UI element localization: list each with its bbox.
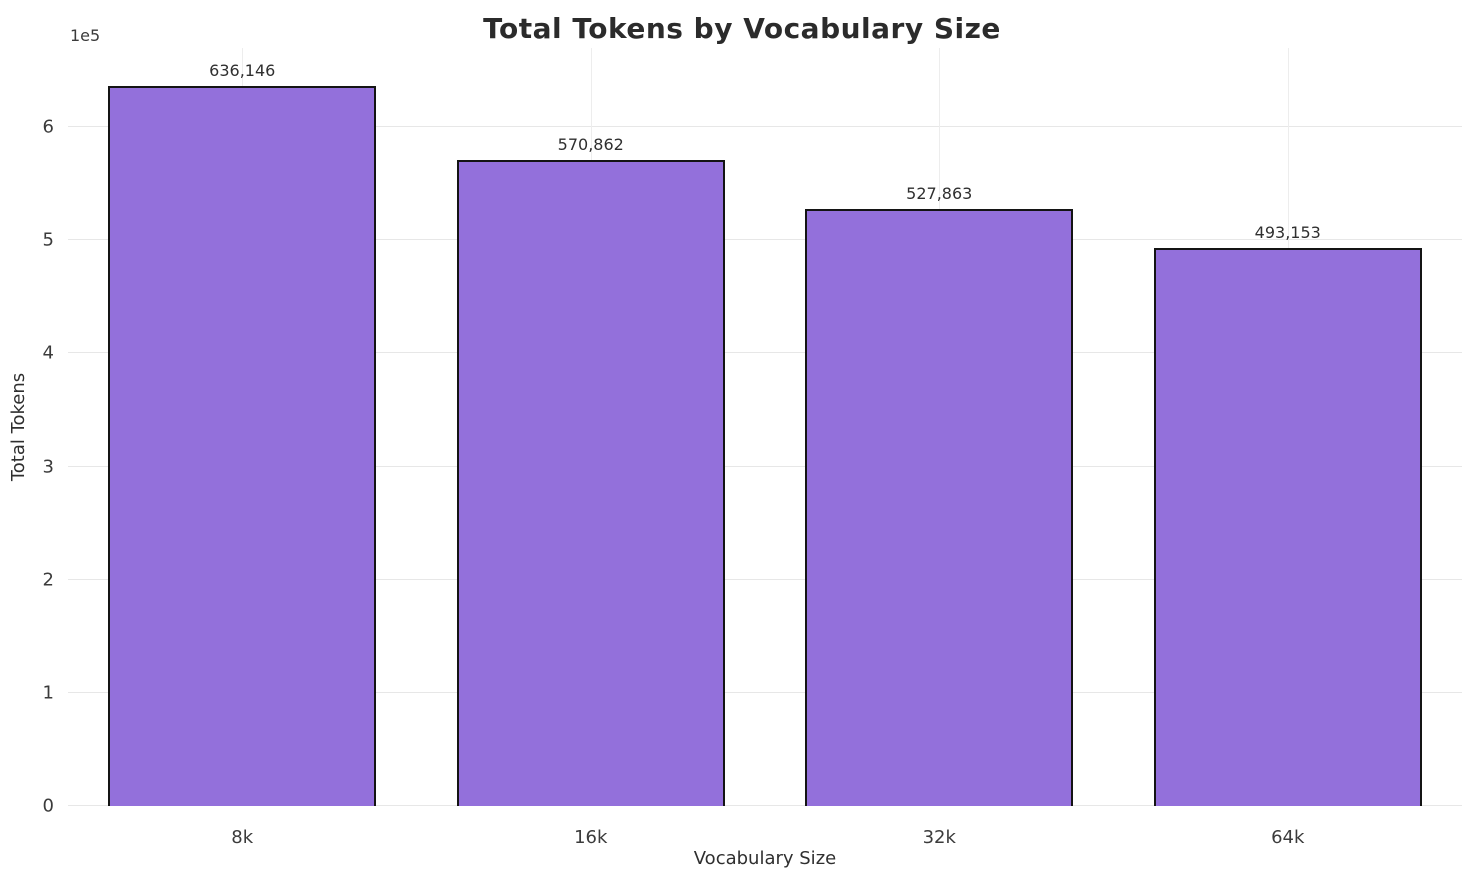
- x-tick-label: 64k: [1271, 827, 1305, 848]
- x-tick-label: 8k: [231, 827, 254, 848]
- chart-title: Total Tokens by Vocabulary Size: [483, 12, 1001, 45]
- bar-value-label: 636,146: [209, 61, 276, 81]
- y-tick-label: 3: [42, 456, 54, 478]
- y-gridline: [68, 578, 1462, 580]
- y-axis-label: Total Tokens: [8, 372, 29, 482]
- bar-value-label: 493,153: [1254, 223, 1321, 243]
- y-gridline: [68, 239, 1462, 241]
- y-gridline: [68, 465, 1462, 467]
- bar-64k: [1153, 248, 1422, 806]
- x-tick-label: 16k: [574, 827, 608, 848]
- bar-16k: [456, 160, 725, 806]
- y-tick-label: 0: [42, 795, 54, 817]
- bar-value-label: 527,863: [906, 183, 973, 203]
- bar-value-label: 570,862: [557, 135, 624, 155]
- y-gridline: [68, 126, 1462, 128]
- y-tick-label: 1: [42, 682, 54, 704]
- bar-8k: [108, 86, 377, 806]
- bar-32k: [805, 208, 1074, 806]
- y-gridline: [68, 352, 1462, 354]
- x-axis-label: Vocabulary Size: [693, 848, 837, 869]
- y-gridline: [68, 691, 1462, 693]
- plot-area: 0 1 2 3 4 5 6 636,146 8k 570,862 16k 527,863 32k 493,…: [43, 48, 1462, 848]
- y-tick-label: 2: [42, 569, 54, 591]
- y-axis-offset-text: 1e5: [70, 26, 101, 45]
- y-tick-label: 4: [42, 342, 54, 364]
- y-gridline: [68, 805, 1462, 806]
- y-tick-label: 6: [42, 116, 54, 138]
- y-tick-label: 5: [42, 229, 54, 251]
- x-tick-label: 32k: [922, 827, 956, 848]
